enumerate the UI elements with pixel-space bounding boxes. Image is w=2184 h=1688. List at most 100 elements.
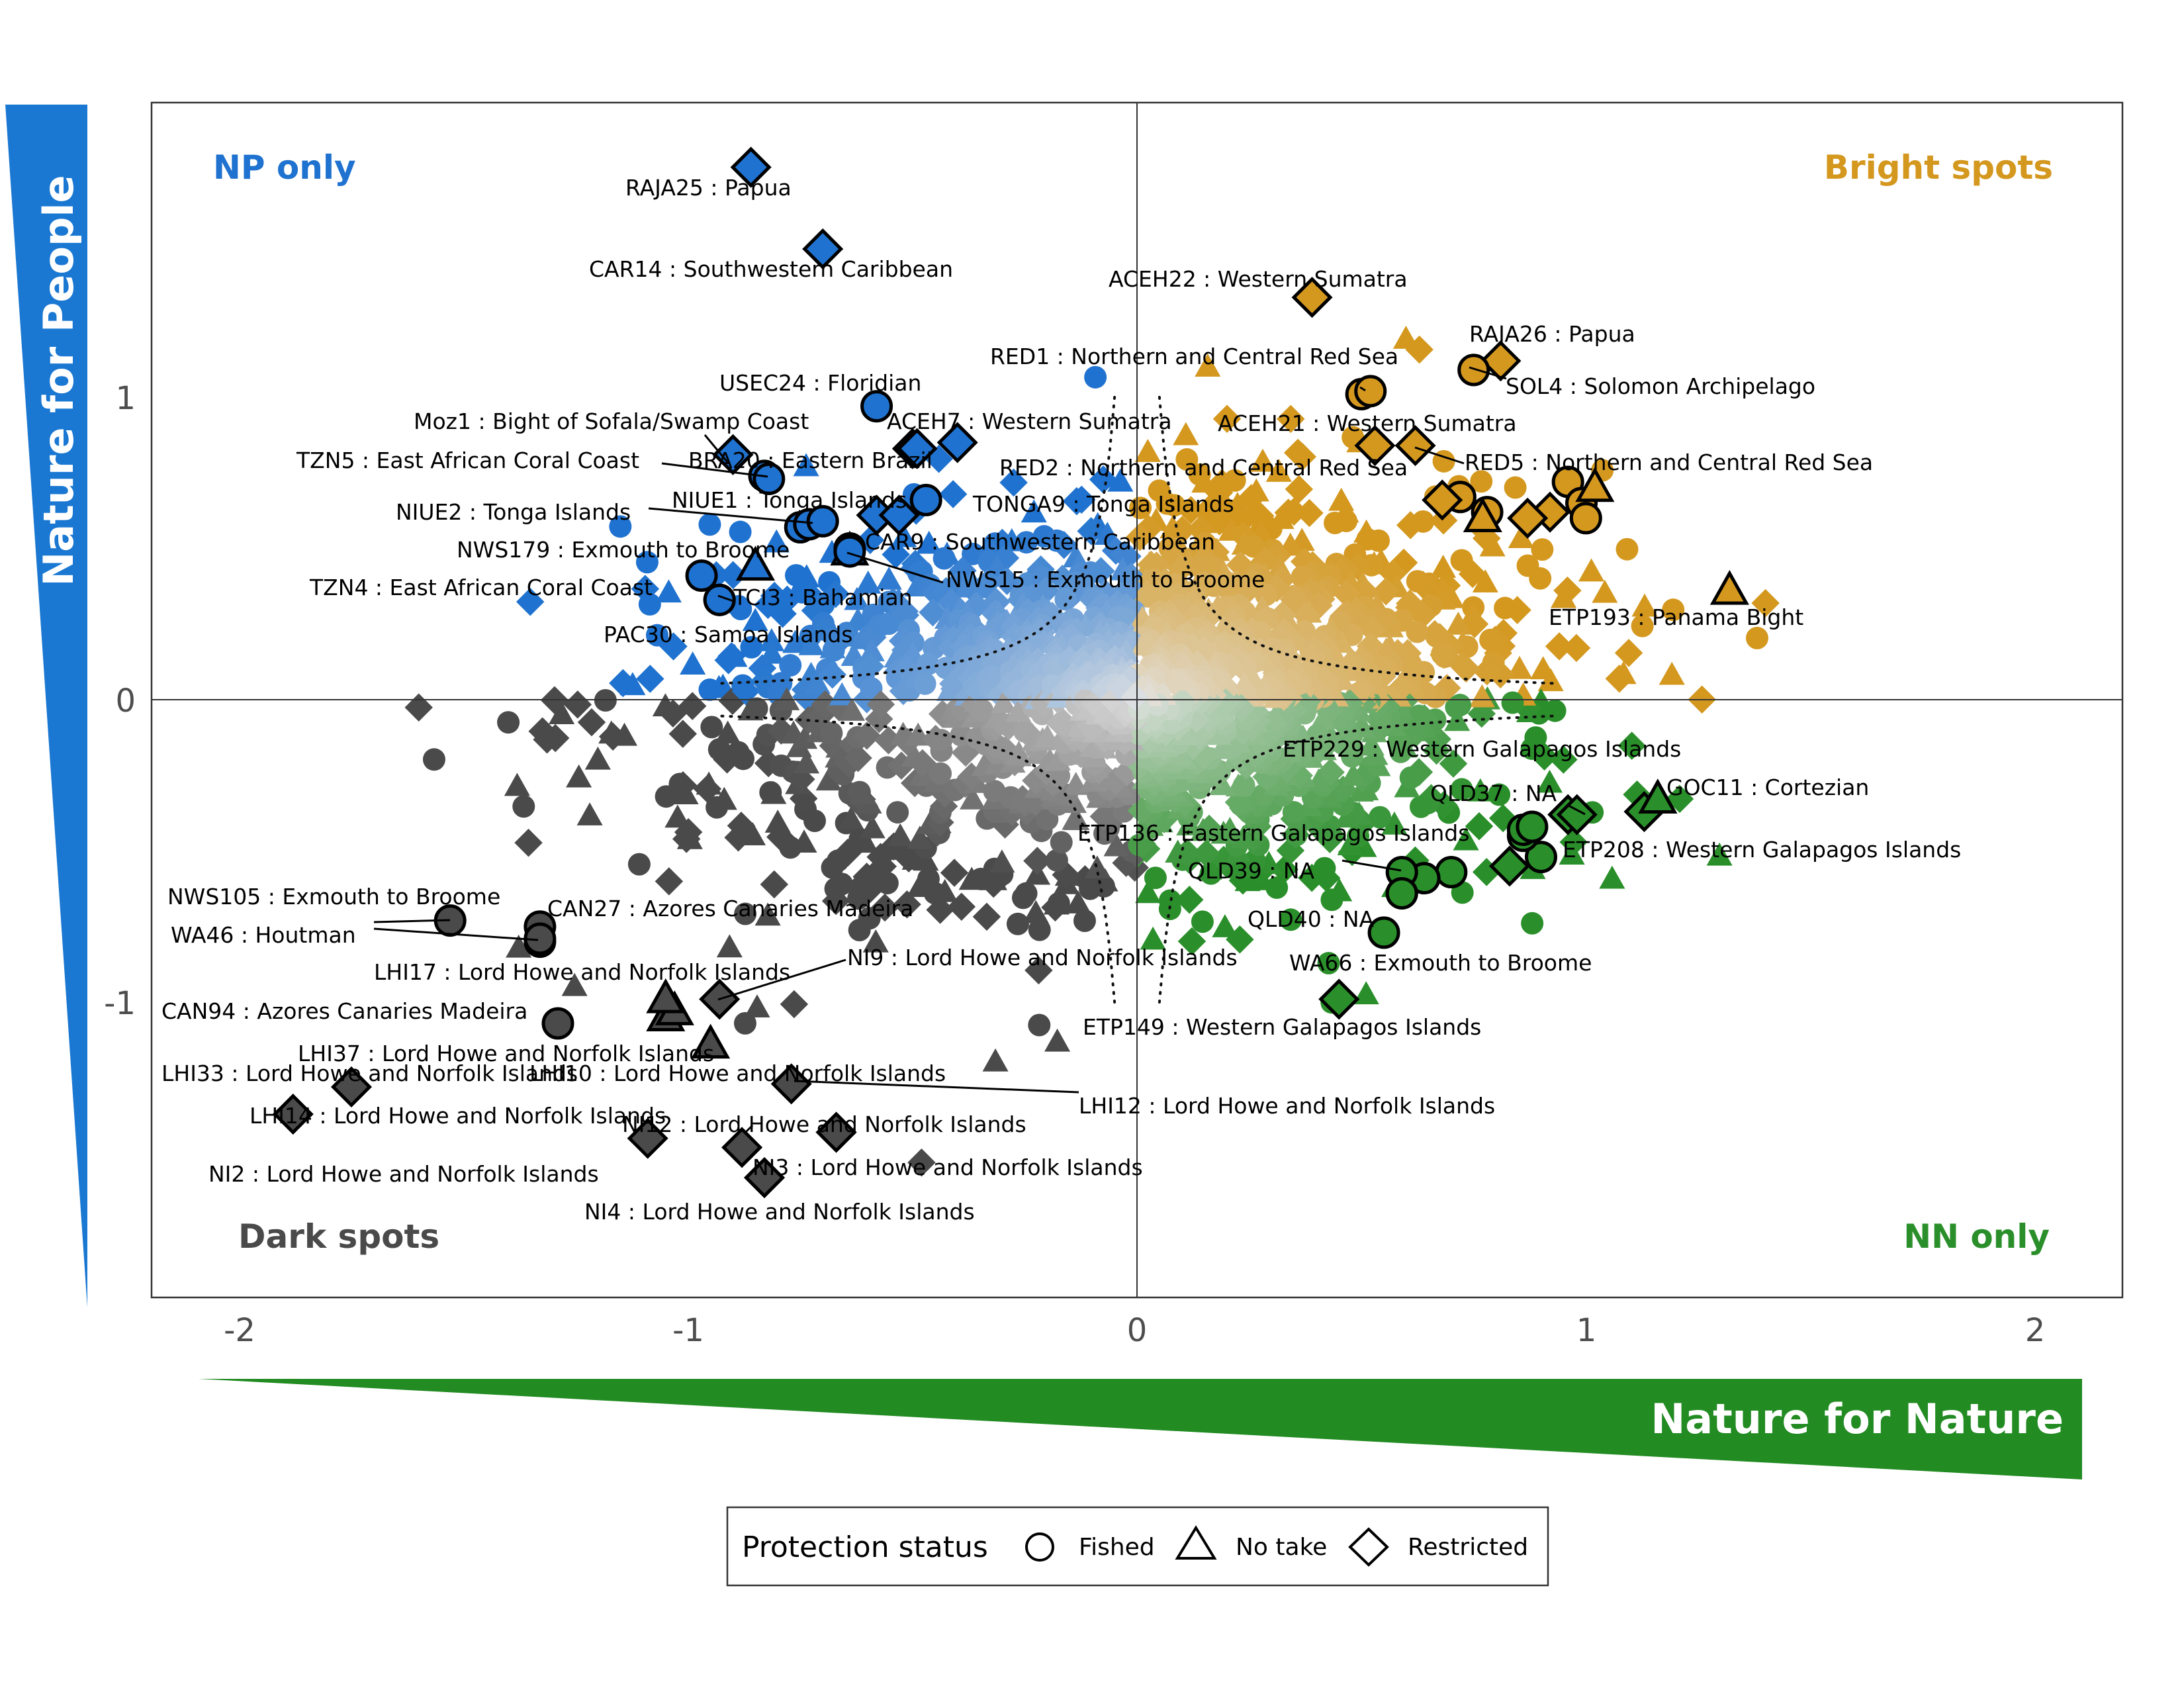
background-point — [1465, 812, 1494, 841]
background-point — [655, 867, 684, 896]
quad-label-nn-only: NN only — [1903, 1217, 2050, 1256]
legend-item-no-take: No take — [1236, 1534, 1327, 1561]
background-point — [852, 722, 882, 750]
background-point — [715, 720, 741, 744]
background-point — [929, 762, 952, 785]
background-point — [1089, 802, 1118, 831]
background-point — [1129, 496, 1152, 520]
x-tick-label: -1 — [672, 1312, 704, 1349]
background-point — [1136, 585, 1160, 608]
threshold-curve — [1158, 714, 1561, 1004]
highlight-point — [1569, 502, 1602, 535]
background-point — [1521, 912, 1544, 935]
labeled-point — [815, 1111, 857, 1153]
background-point — [882, 540, 910, 569]
background-point — [1044, 747, 1071, 771]
background-point — [1662, 598, 1685, 622]
background-point — [1120, 682, 1149, 712]
background-point — [1562, 633, 1591, 663]
background-point — [422, 748, 445, 771]
leader-line — [1568, 804, 1586, 816]
point-label: ETP136 : Eastern Galapagos Islands — [1077, 820, 1469, 846]
background-point — [917, 653, 940, 676]
background-point — [1160, 667, 1186, 691]
point-label: CAN94 : Azores Canaries Madeira — [161, 998, 527, 1024]
highlight-point — [1507, 497, 1549, 539]
background-point — [932, 878, 958, 902]
background-point — [627, 853, 651, 876]
background-point — [916, 530, 942, 554]
background-point — [1084, 365, 1107, 389]
highlight-point — [1435, 855, 1468, 888]
background-point — [1313, 857, 1336, 880]
background-point — [989, 849, 1015, 873]
labeled-point — [752, 462, 786, 495]
labeled-point — [896, 428, 938, 469]
background-point — [990, 690, 1017, 713]
labeled-point — [541, 1007, 574, 1040]
leader-line — [794, 1080, 1079, 1094]
background-point — [763, 529, 790, 553]
background-point — [862, 929, 889, 953]
background-point — [1340, 763, 1367, 786]
background-point — [780, 990, 809, 1019]
background-point — [1467, 778, 1494, 802]
background-point — [908, 749, 937, 778]
background-point — [1054, 588, 1077, 611]
leader-line — [1342, 859, 1402, 872]
background-point — [815, 767, 842, 791]
labeled-point — [1638, 778, 1678, 814]
point-label: LHI10 : Lord Howe and Norfolk Islands — [529, 1060, 946, 1086]
background-point — [514, 828, 543, 857]
background-point — [745, 697, 768, 720]
point-label: CAR14 : Southwestern Caribbean — [589, 256, 953, 282]
point-label: NI12 : Lord Howe and Norfolk Islands — [622, 1111, 1026, 1137]
background-point — [1353, 981, 1379, 1005]
background-point — [971, 699, 994, 722]
background-point — [858, 907, 881, 930]
leader-line — [704, 434, 729, 463]
background-point — [1473, 657, 1502, 686]
background-point — [404, 693, 433, 722]
highlight-point — [1422, 479, 1463, 521]
background-point — [1445, 696, 1468, 719]
labeled-point — [1354, 375, 1387, 408]
labeled-point — [1556, 794, 1598, 835]
point-label: TZN4 : East African Coral Coast — [309, 575, 653, 600]
background-point — [1065, 890, 1091, 914]
labeled-point — [1394, 425, 1436, 467]
highlight-point — [1488, 845, 1531, 887]
background-point — [668, 771, 698, 800]
point-label: BRA20 : Eastern Brazil — [688, 447, 933, 473]
point-label: WA66 : Exmouth to Broome — [1289, 950, 1592, 976]
background-point — [563, 690, 592, 719]
background-point — [1168, 516, 1197, 544]
background-point — [1295, 498, 1324, 528]
leader-line — [846, 551, 944, 584]
point-label: ETP193 : Panama Bight — [1549, 604, 1803, 630]
background-point — [1659, 661, 1685, 685]
background-point — [1135, 880, 1161, 904]
labeled-point — [1367, 916, 1400, 949]
leader-line — [1359, 386, 1366, 392]
background-point — [907, 825, 933, 849]
background-point — [1399, 766, 1422, 789]
background-point — [1087, 557, 1115, 586]
point-label: ACEH22 : Western Sumatra — [1109, 266, 1408, 292]
background-point — [1348, 764, 1377, 792]
background-point — [721, 643, 748, 667]
labeled-point — [646, 978, 686, 1013]
legend-circle-icon — [1025, 1532, 1054, 1562]
background-point — [1288, 442, 1316, 471]
background-point — [1326, 878, 1353, 902]
labeled-point — [909, 483, 942, 516]
point-label: ETP229 : Western Galapagos Islands — [1283, 736, 1681, 762]
point-label: WA46 : Houtman — [171, 922, 356, 948]
background-point — [874, 726, 903, 755]
background-point — [1092, 868, 1118, 892]
background-point — [960, 786, 986, 810]
point-label: RED1 : Northern and Central Red Sea — [990, 344, 1398, 369]
quad-label-dark-spots: Dark spots — [238, 1217, 439, 1256]
background-point — [1177, 927, 1206, 956]
background-point — [1334, 804, 1361, 828]
